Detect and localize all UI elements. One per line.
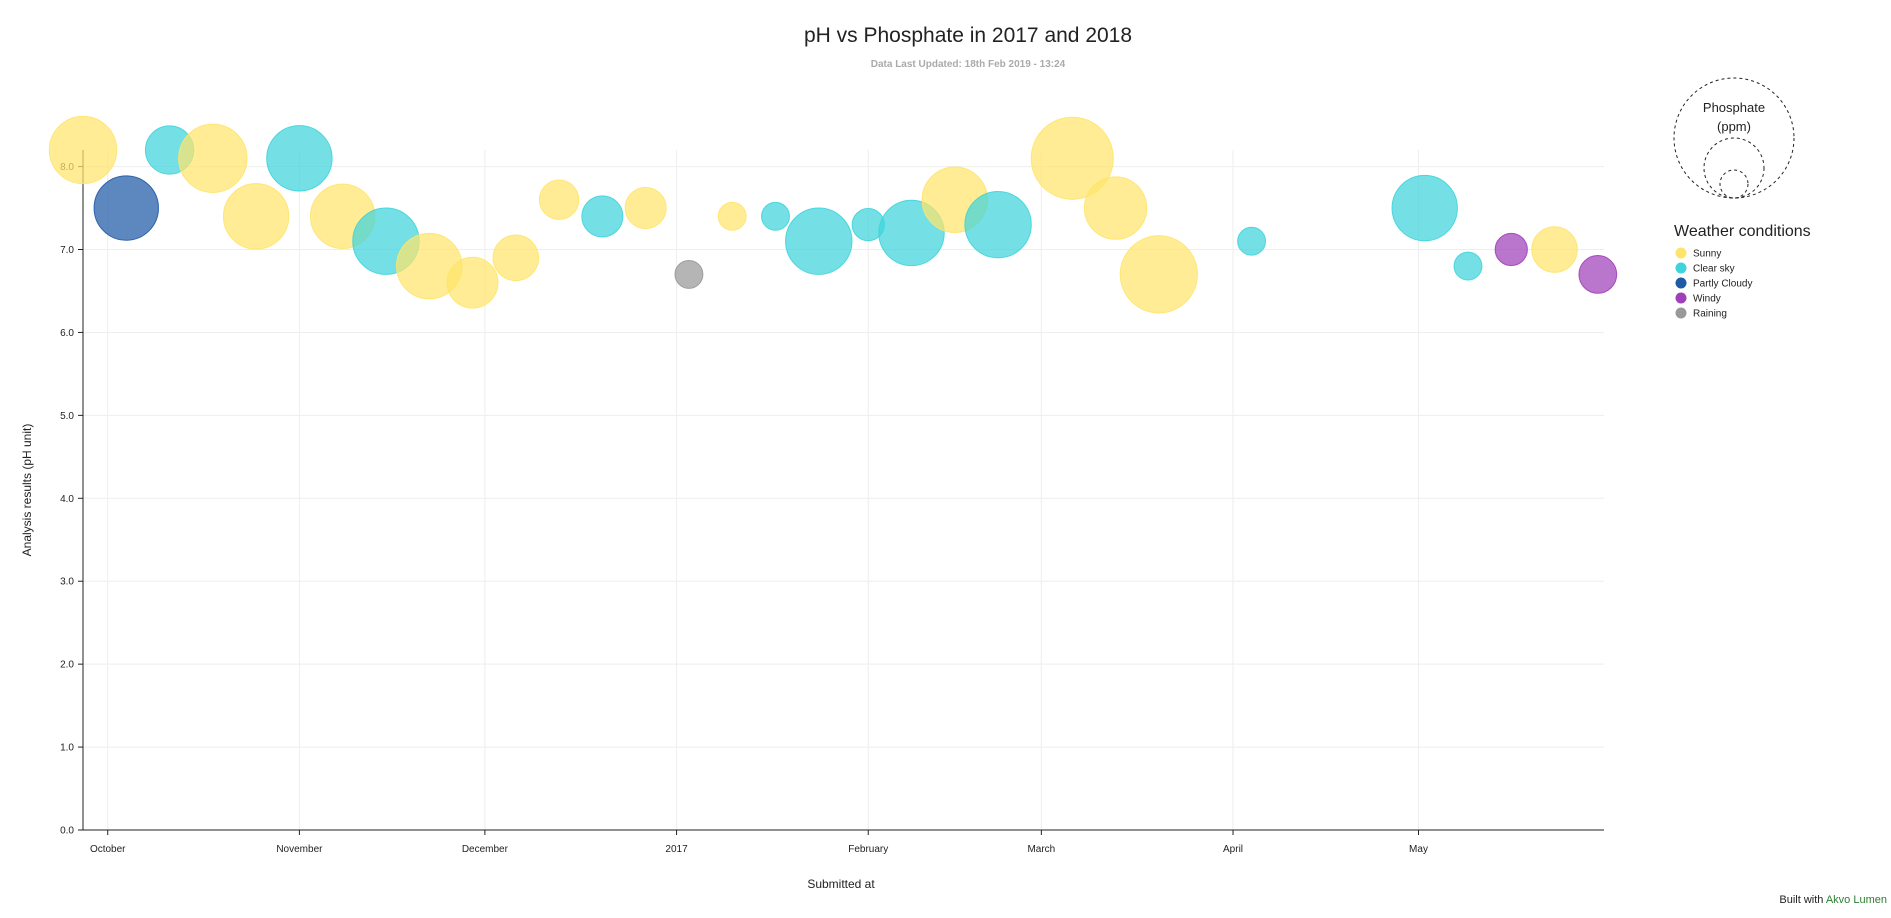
x-tick-label: March <box>1027 844 1055 855</box>
x-tick-label: December <box>462 844 509 855</box>
y-tick-label: 5.0 <box>60 411 74 422</box>
legend-swatch <box>1675 262 1687 274</box>
y-tick-label: 6.0 <box>60 328 74 339</box>
legend-label: Raining <box>1693 309 1727 320</box>
y-axis-title: Analysis results (pH unit) <box>20 424 34 557</box>
bubbles <box>48 115 1618 314</box>
x-tick-label: October <box>90 844 126 855</box>
size-legend-circle-medium <box>1703 137 1765 199</box>
legend-swatch <box>1675 292 1687 304</box>
bubble-point[interactable] <box>717 201 747 231</box>
chart-subtitle: Data Last Updated: 18th Feb 2019 - 13:24 <box>871 59 1066 70</box>
size-legend-circle-small <box>1719 169 1749 199</box>
y-tick-label: 7.0 <box>60 245 74 256</box>
bubble-point[interactable] <box>1030 116 1114 200</box>
x-tick-label: November <box>276 844 323 855</box>
chart-title: pH vs Phosphate in 2017 and 2018 <box>804 24 1132 47</box>
bubble-point[interactable] <box>581 195 624 238</box>
bubble-point[interactable] <box>674 259 704 289</box>
footer: Built with Akvo Lumen <box>1779 894 1887 906</box>
color-legend: Sunny Clear sky Partly Cloudy Windy Raining <box>1675 247 1752 320</box>
y-tick-label: 4.0 <box>60 494 74 505</box>
bubble-point[interactable] <box>48 115 118 185</box>
legend-swatch <box>1675 307 1687 319</box>
y-tick-label: 0.0 <box>60 826 74 837</box>
bubble-point[interactable] <box>785 207 853 275</box>
size-legend-title-unit: (ppm) <box>1717 119 1751 134</box>
bubble-point[interactable] <box>93 175 159 241</box>
bubble-point[interactable] <box>1578 255 1618 294</box>
x-tick-label: April <box>1223 844 1243 855</box>
bubble-point[interactable] <box>1391 174 1458 242</box>
size-legend-circle-large <box>1673 77 1795 199</box>
bubble-point[interactable] <box>761 201 790 231</box>
x-axis-title: Submitted at <box>807 877 875 891</box>
legend-label: Partly Cloudy <box>1693 279 1752 290</box>
bubble-point[interactable] <box>266 125 333 192</box>
bubble-point[interactable] <box>624 187 667 230</box>
size-legend-title: Phosphate <box>1703 100 1765 115</box>
x-tick-label: 2017 <box>665 844 688 855</box>
x-tick-label: February <box>848 844 888 855</box>
bubble-point[interactable] <box>1083 176 1148 240</box>
bubble-point[interactable] <box>1237 226 1267 256</box>
legend-swatch <box>1675 277 1687 289</box>
legend-label: Clear sky <box>1693 264 1735 275</box>
y-tick-label: 3.0 <box>60 577 74 588</box>
bubble-point[interactable] <box>492 234 540 282</box>
x-tick-label: May <box>1409 844 1428 855</box>
bubble-point[interactable] <box>964 190 1032 259</box>
bubble-point[interactable] <box>446 256 499 309</box>
bubble-point[interactable] <box>1119 235 1198 314</box>
y-tick-label: 1.0 <box>60 743 74 754</box>
legend-label: Windy <box>1693 294 1721 305</box>
bubble-point[interactable] <box>178 123 248 193</box>
legend-label: Sunny <box>1693 249 1721 260</box>
bubble-point[interactable] <box>1531 226 1578 273</box>
bubble-point[interactable] <box>222 183 290 250</box>
footer-prefix: Built with <box>1779 894 1824 906</box>
bubble-point[interactable] <box>1453 251 1483 281</box>
color-legend-title: Weather conditions <box>1674 223 1811 240</box>
akvo-lumen-link[interactable]: Akvo Lumen <box>1825 894 1887 906</box>
y-tick-label: 2.0 <box>60 660 74 671</box>
bubble-point[interactable] <box>538 179 580 220</box>
size-legend: Phosphate (ppm) <box>1673 77 1795 199</box>
legend-swatch <box>1675 247 1687 259</box>
bubble-point[interactable] <box>1494 232 1528 267</box>
